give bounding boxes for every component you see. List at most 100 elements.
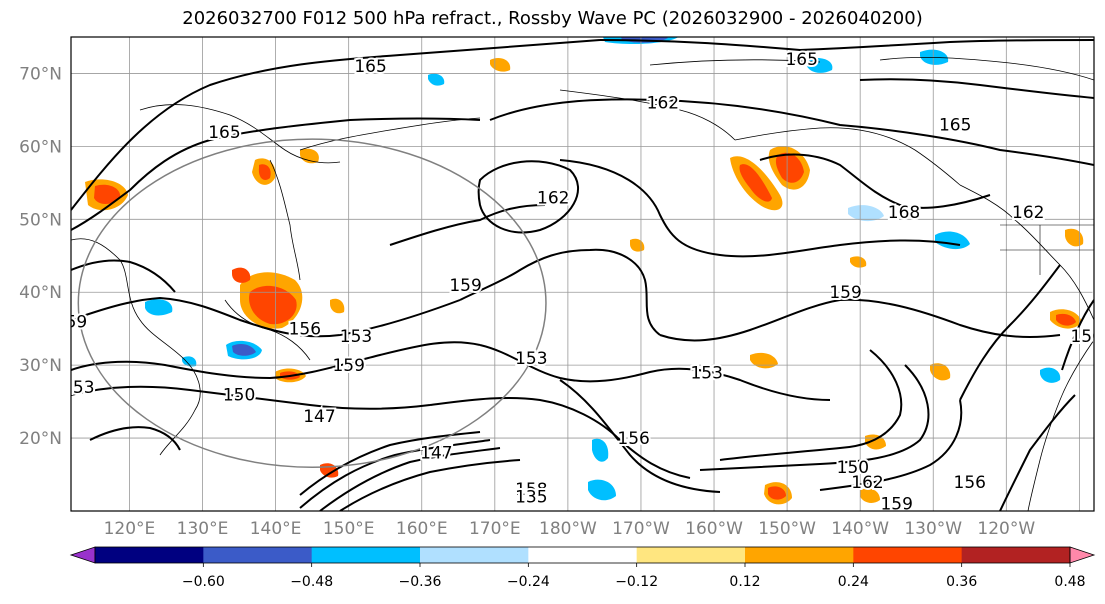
- colorbar-tick-label: 0.48: [1054, 574, 1085, 590]
- latitude-label: 40°N: [19, 283, 62, 303]
- colorbar-segment: [853, 547, 963, 563]
- contour-label: 159: [880, 495, 912, 515]
- contour-label: 162: [647, 94, 679, 114]
- anomaly-patch: [1040, 367, 1061, 383]
- colorbar-tick-label: −0.36: [399, 574, 442, 590]
- anomaly-patch: [232, 267, 251, 283]
- anomaly-patch: [930, 363, 951, 381]
- longitude-label: 170°W: [612, 519, 670, 539]
- coastlines: [71, 56, 1094, 511]
- anomaly-patch: [750, 352, 778, 369]
- contour-lines: [71, 39, 1094, 511]
- latitude-label: 70°N: [19, 64, 62, 84]
- colorbar-segment: [528, 547, 638, 563]
- contour-label: 153: [515, 349, 547, 369]
- anomaly-patch: [935, 231, 970, 250]
- anomaly-patch: [428, 73, 445, 86]
- contour-label: 168: [888, 203, 920, 223]
- longitude-labels: 120°E 130°E 140°E 150°E 160°E 170°E 180°W 170°W…: [104, 519, 1036, 539]
- contour-label: 165: [939, 116, 971, 136]
- colorbar-tick-label: −0.48: [290, 574, 333, 590]
- anomaly-patch: [330, 298, 345, 314]
- colorbar-tick-label: 0.24: [838, 574, 869, 590]
- contour-label: 150: [1100, 422, 1105, 442]
- contour-label: 153: [62, 378, 94, 398]
- shading-layer: [85, 37, 1084, 505]
- map-background: [71, 37, 1094, 511]
- anomaly-patch: [860, 488, 880, 503]
- contour-label: 165: [208, 123, 240, 143]
- contour-label: 153: [1092, 276, 1105, 296]
- contour-labels: 165 165 165 165 162 162 162 168 159 159 159 159 156 1…: [55, 48, 1105, 515]
- contour-label: 150: [223, 385, 255, 405]
- contour-label: 162: [851, 473, 883, 493]
- map-frame: [70, 36, 1095, 512]
- contour-label: 156: [954, 473, 986, 493]
- colorbar-tick-label: 0.36: [946, 574, 977, 590]
- longitude-label: 130°W: [904, 519, 962, 539]
- anomaly-patch: [145, 299, 173, 316]
- longitude-label: 170°E: [469, 519, 521, 539]
- colorbar-segment: [636, 547, 746, 563]
- colorbar-extend-low: [69, 546, 96, 564]
- colorbar-tick-label: −0.24: [507, 574, 550, 590]
- contour-label: 165: [785, 50, 817, 70]
- contour-label: 162: [1012, 203, 1044, 223]
- anomaly-patch: [592, 438, 609, 462]
- colorbar-tick-label: −0.60: [182, 574, 225, 590]
- colorbar-segment: [311, 547, 421, 563]
- longitude-label: 180°W: [539, 519, 597, 539]
- latitude-label: 30°N: [19, 356, 62, 376]
- colorbar-frame: [94, 546, 1071, 564]
- anomaly-patch: [775, 152, 804, 183]
- contour-label: 150: [837, 458, 869, 478]
- contour-label: 162: [537, 188, 569, 208]
- latitude-label: 20°N: [19, 429, 62, 449]
- contour-label: 147: [303, 407, 335, 427]
- contour-label: 147: [420, 444, 452, 464]
- contour-label: 159: [332, 356, 364, 376]
- map-title: 2026032700 F012 500 hPa refract., Rossby…: [182, 8, 923, 29]
- gridlines: [71, 37, 1094, 511]
- anomaly-patch: [232, 344, 256, 356]
- longitude-label: 140°W: [831, 519, 889, 539]
- longitude-label: 140°E: [250, 519, 302, 539]
- longitude-label: 160°E: [396, 519, 448, 539]
- contour-label: 150: [1070, 327, 1102, 347]
- contour-label: 156: [617, 429, 649, 449]
- longitude-label: 120°E: [104, 519, 156, 539]
- colorbar-tick-label: −0.12: [615, 574, 658, 590]
- anomaly-patch: [739, 164, 772, 202]
- contour-label: 165: [354, 57, 386, 77]
- colorbar-segment: [95, 547, 204, 563]
- colorbar-segment: [203, 547, 313, 563]
- latitude-label: 50°N: [19, 210, 62, 230]
- colorbar-extend-high: [1069, 546, 1096, 564]
- colorbar-tick-label: 0.12: [729, 574, 760, 590]
- reference-circle: [77, 138, 547, 468]
- contour-label: 153: [340, 327, 372, 347]
- longitude-label: 120°W: [977, 519, 1035, 539]
- anomaly-patch: [258, 164, 271, 180]
- contour-label: 159: [449, 276, 481, 296]
- anomaly-patch: [848, 205, 884, 222]
- longitude-label: 130°E: [177, 519, 229, 539]
- anomaly-patch: [249, 285, 297, 325]
- contour-label: 159: [55, 312, 87, 332]
- anomaly-patch: [182, 356, 197, 367]
- anomaly-patch: [850, 256, 867, 268]
- contour-label: 135: [515, 487, 547, 507]
- colorbar-segment: [745, 547, 854, 563]
- latitude-label: 60°N: [19, 137, 62, 157]
- longitude-label: 150°W: [758, 519, 816, 539]
- anomaly-patch: [94, 184, 121, 204]
- anomaly-patch: [1065, 228, 1084, 247]
- anomaly-patch: [1056, 313, 1076, 326]
- colorbar: −0.60 −0.48 −0.36 −0.24 −0.12 0.12 0.24 0.36 0.4…: [69, 546, 1096, 590]
- contour-label: 158: [515, 480, 547, 500]
- contour-label: 156: [289, 320, 321, 340]
- latitude-labels: 70°N 60°N 50°N 40°N 30°N 20°N: [19, 64, 62, 449]
- anomaly-patch: [768, 486, 786, 500]
- contour-label: 159: [829, 283, 861, 303]
